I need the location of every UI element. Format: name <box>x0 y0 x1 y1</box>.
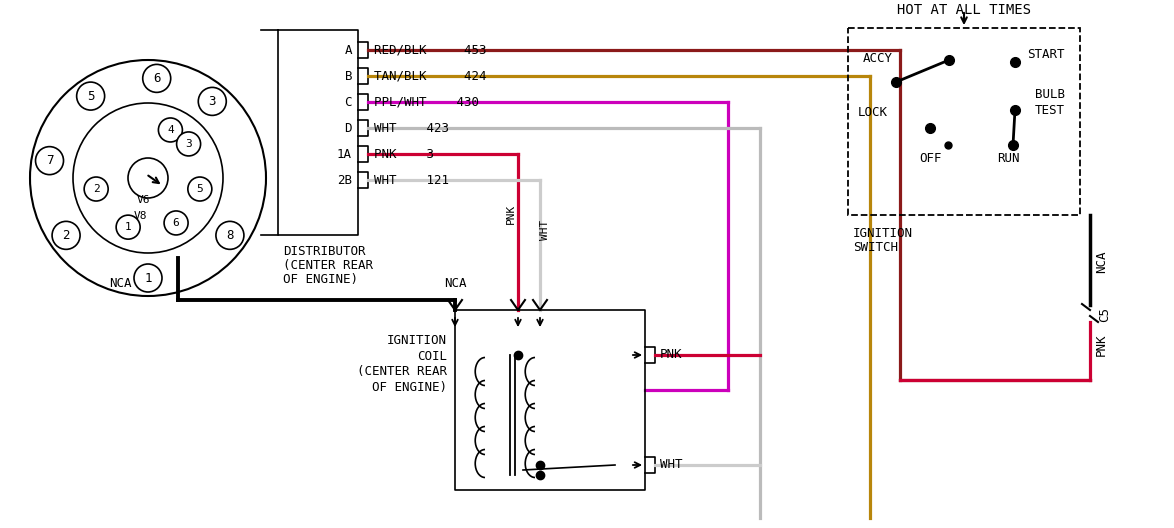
Text: 3: 3 <box>185 139 193 149</box>
Text: V8: V8 <box>134 211 147 221</box>
Text: 5: 5 <box>196 184 203 194</box>
Circle shape <box>134 264 162 292</box>
Text: 4: 4 <box>167 125 174 135</box>
Text: PNK: PNK <box>660 348 682 362</box>
Text: WHT: WHT <box>660 458 682 472</box>
Text: D: D <box>344 121 352 135</box>
Text: WHT: WHT <box>540 220 549 240</box>
Text: 1: 1 <box>144 271 151 285</box>
Text: NCA: NCA <box>444 277 466 290</box>
Text: IGNITION: IGNITION <box>387 334 447 346</box>
Text: OF ENGINE): OF ENGINE) <box>283 273 358 286</box>
Text: 7: 7 <box>46 154 53 167</box>
Circle shape <box>143 64 170 92</box>
Text: ACCY: ACCY <box>863 52 893 64</box>
Text: 2: 2 <box>62 229 69 242</box>
Text: NCA: NCA <box>109 277 131 290</box>
Text: LOCK: LOCK <box>858 106 888 118</box>
Text: WHT    423: WHT 423 <box>375 121 448 135</box>
Text: OFF: OFF <box>919 152 942 165</box>
Text: 2: 2 <box>93 184 100 194</box>
Circle shape <box>164 211 188 235</box>
Text: IGNITION: IGNITION <box>853 227 913 240</box>
Text: B: B <box>344 70 352 82</box>
Text: PNK    3: PNK 3 <box>375 147 434 161</box>
Text: 2B: 2B <box>337 174 352 186</box>
Text: RUN: RUN <box>997 152 1019 165</box>
Text: WHT    121: WHT 121 <box>375 174 448 186</box>
Text: PNK: PNK <box>1095 334 1108 356</box>
Circle shape <box>158 118 182 142</box>
Text: DISTRIBUTOR: DISTRIBUTOR <box>283 245 365 258</box>
Circle shape <box>188 177 211 201</box>
Text: 8: 8 <box>227 229 234 242</box>
Text: COIL: COIL <box>417 350 447 363</box>
Text: A: A <box>344 43 352 56</box>
Text: C5: C5 <box>1098 307 1111 323</box>
Text: PNK: PNK <box>506 204 517 224</box>
Circle shape <box>35 147 63 175</box>
Text: V6: V6 <box>136 195 150 205</box>
Text: 6: 6 <box>153 72 161 85</box>
Text: NCA: NCA <box>1095 251 1108 274</box>
Text: 1: 1 <box>124 222 131 232</box>
Circle shape <box>198 88 227 116</box>
Text: START: START <box>1027 49 1065 61</box>
Text: TEST: TEST <box>1035 103 1065 117</box>
Text: 3: 3 <box>209 95 216 108</box>
Text: 5: 5 <box>87 90 94 102</box>
Text: (CENTER REAR: (CENTER REAR <box>357 365 447 379</box>
Circle shape <box>176 132 201 156</box>
Text: RED/BLK     453: RED/BLK 453 <box>375 43 486 56</box>
Text: (CENTER REAR: (CENTER REAR <box>283 259 373 272</box>
Circle shape <box>76 82 104 110</box>
Circle shape <box>216 221 244 249</box>
Text: TAN/BLK     424: TAN/BLK 424 <box>375 70 486 82</box>
Text: HOT AT ALL TIMES: HOT AT ALL TIMES <box>897 3 1031 17</box>
Circle shape <box>116 215 140 239</box>
Text: SWITCH: SWITCH <box>853 241 898 254</box>
Text: PPL/WHT    430: PPL/WHT 430 <box>375 96 479 108</box>
Circle shape <box>52 221 80 249</box>
Text: 1A: 1A <box>337 147 352 161</box>
Text: 6: 6 <box>173 218 180 228</box>
Text: OF ENGINE): OF ENGINE) <box>372 382 447 394</box>
Text: BULB: BULB <box>1035 89 1065 101</box>
Text: C: C <box>344 96 352 108</box>
Circle shape <box>85 177 108 201</box>
